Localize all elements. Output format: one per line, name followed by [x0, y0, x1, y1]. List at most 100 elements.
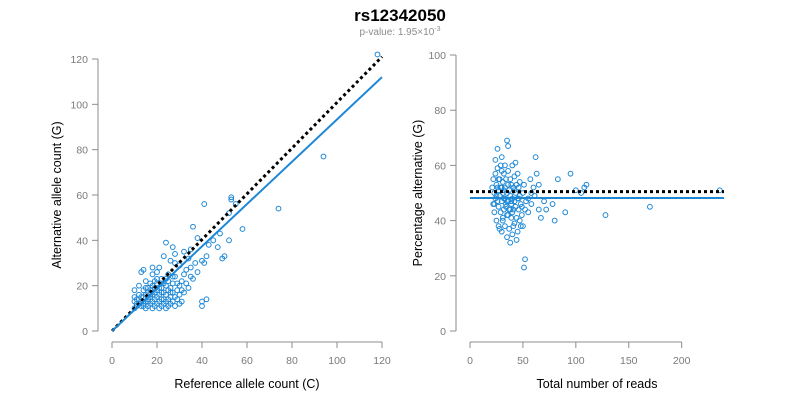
- y-tick-label: 40: [434, 216, 446, 228]
- data-point: [515, 184, 522, 191]
- data-point: [205, 241, 212, 248]
- data-point: [183, 266, 190, 273]
- data-point: [201, 201, 208, 207]
- x-tick-label: 0: [109, 355, 115, 367]
- data-point: [145, 298, 151, 305]
- data-point: [374, 51, 381, 58]
- y-tick-label: 20: [434, 271, 446, 283]
- y-tick-label: 20: [76, 281, 88, 293]
- data-point: [194, 235, 201, 241]
- data-point: [214, 244, 221, 251]
- data-point: [525, 209, 532, 216]
- data-point: [172, 303, 178, 309]
- y-axis-title: Percentage alternative (G): [411, 120, 425, 267]
- data-point: [221, 253, 228, 260]
- data-point: [178, 298, 185, 305]
- data-point: [228, 194, 235, 201]
- data-point: [508, 214, 515, 221]
- y-axis-title: Alternative allele count (G): [50, 121, 64, 268]
- x-tick-label: 40: [196, 355, 208, 367]
- data-point: [503, 203, 509, 210]
- data-point: [511, 173, 518, 180]
- data-point: [495, 223, 502, 230]
- data-point: [535, 181, 542, 188]
- data-point: [583, 181, 590, 188]
- data-point: [183, 280, 190, 287]
- data-point: [154, 275, 160, 282]
- data-point: [185, 255, 192, 262]
- data-point: [509, 209, 516, 216]
- data-point: [504, 234, 510, 241]
- x-tick-label: 60: [241, 355, 253, 367]
- data-point: [504, 137, 510, 144]
- data-point: [518, 212, 525, 218]
- data-point: [226, 237, 232, 244]
- y-tick-label: 60: [434, 160, 446, 172]
- data-point: [210, 237, 217, 244]
- x-tick-label: 20: [151, 355, 163, 367]
- x-tick-label: 0: [467, 355, 473, 367]
- data-point: [201, 260, 208, 266]
- data-point: [169, 289, 176, 296]
- x-tick-label: 100: [328, 355, 346, 367]
- fitted-ratio-line: [111, 76, 383, 332]
- data-point: [149, 271, 156, 278]
- data-point: [549, 201, 556, 207]
- data-point: [502, 223, 508, 230]
- data-point: [520, 223, 526, 230]
- expected-ratio-line: [110, 55, 384, 333]
- y-tick-label: 40: [76, 235, 88, 247]
- percentage-panel: 0 50 100 150 200 Total number of reads 0 20 40 60…: [411, 50, 724, 391]
- data-point: [185, 285, 192, 291]
- data-point: [562, 209, 569, 216]
- chart-title: rs12342050: [354, 6, 446, 25]
- data-point: [498, 168, 505, 174]
- allele-count-panel: 0 20 40 60 80 100 120 Reference allele count (C…: [50, 51, 391, 391]
- data-point: [181, 248, 187, 255]
- data-point: [551, 217, 558, 224]
- data-point: [190, 275, 196, 282]
- data-point: [140, 266, 147, 273]
- data-point: [163, 239, 169, 246]
- data-point: [521, 264, 527, 271]
- data-point: [192, 260, 199, 266]
- data-point: [538, 214, 544, 221]
- data-point: [178, 278, 185, 285]
- x-tick-label: 100: [567, 355, 585, 367]
- data-point: [149, 264, 156, 271]
- data-point: [492, 156, 499, 163]
- data-point: [507, 176, 514, 183]
- data-point: [131, 287, 138, 294]
- p-value-exponent: -3: [434, 26, 440, 33]
- data-point: [156, 264, 163, 271]
- data-point: [647, 203, 653, 210]
- data-point: [521, 181, 527, 188]
- y-tick-label: 80: [76, 145, 88, 157]
- data-point: [535, 206, 542, 213]
- data-point: [490, 176, 497, 183]
- data-point: [541, 198, 547, 205]
- data-point: [602, 212, 609, 218]
- data-point: [160, 253, 167, 260]
- data-point: [163, 282, 169, 289]
- data-point: [190, 223, 196, 230]
- data-point: [199, 303, 205, 309]
- data-point: [174, 280, 181, 287]
- data-point: [554, 176, 561, 183]
- y-tick-label: 120: [70, 54, 88, 66]
- data-point: [140, 303, 147, 309]
- data-point: [499, 217, 506, 224]
- data-point: [506, 225, 513, 232]
- data-point: [505, 143, 512, 149]
- data-point: [239, 226, 246, 232]
- data-point: [499, 214, 506, 221]
- data-point: [158, 289, 165, 296]
- data-point: [503, 176, 509, 183]
- data-point: [494, 145, 501, 152]
- data-point: [505, 212, 512, 218]
- data-point: [517, 201, 524, 207]
- data-point: [491, 201, 498, 207]
- data-point: [203, 296, 210, 303]
- data-point: [522, 256, 528, 263]
